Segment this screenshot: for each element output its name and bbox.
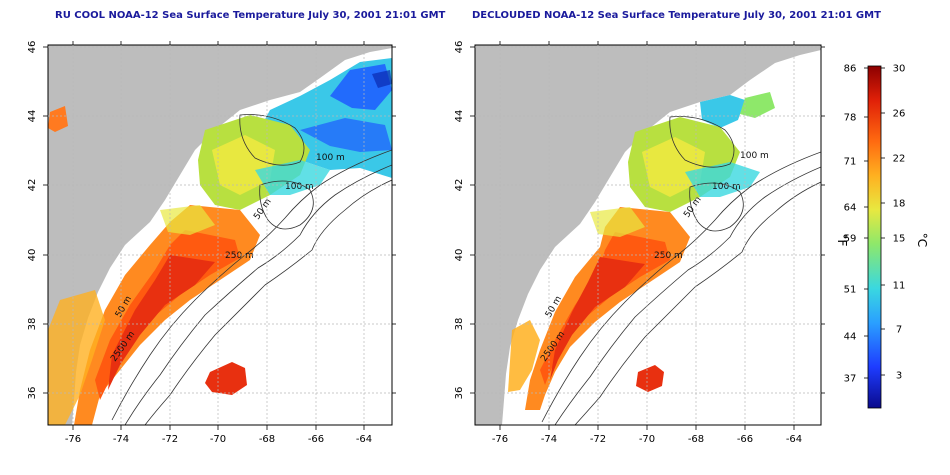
colorbar-tick-label-c: 18 <box>893 199 906 210</box>
grid-left <box>48 45 392 425</box>
colorbar-fahrenheit-label: °F <box>835 234 849 247</box>
sst-cool-region-right <box>700 95 745 128</box>
axes-right: -76 -74 -72 -70 -68 -66 -64 46 44 42 40 38 36 <box>454 41 825 445</box>
y-tick-label: 38 <box>454 318 465 331</box>
y-tick-label: 38 <box>27 318 38 331</box>
y-tick-label: 40 <box>454 249 465 262</box>
x-tick-label: -68 <box>688 434 704 445</box>
x-tick-label: -64 <box>356 434 372 445</box>
colorbar-gradient <box>867 65 882 409</box>
contour-label: 100 m <box>285 182 314 192</box>
x-tick-label: -72 <box>590 434 606 445</box>
y-tick-label: 44 <box>27 110 38 123</box>
colorbar-tick-label-c: 30 <box>893 64 906 75</box>
axes-left: -76 -74 -72 -70 -68 -66 -64 46 44 42 40 38 36 <box>27 41 396 445</box>
land-right <box>475 45 821 425</box>
y-tick-label: 42 <box>454 179 465 192</box>
x-tick-label: -68 <box>259 434 275 445</box>
panel-title-right: DECLOUDED NOAA-12 Sea Surface Temperatur… <box>472 10 881 21</box>
colorbar-tick-label-f: 64 <box>844 203 857 214</box>
colorbar-tick-label-c: 26 <box>893 109 906 120</box>
y-tick-label: 40 <box>27 249 38 262</box>
x-tick-label: -70 <box>639 434 655 445</box>
warm-eddy-left <box>205 362 247 395</box>
panel-title-left: RU COOL NOAA-12 Sea Surface Temperature … <box>55 10 446 21</box>
x-tick-label: -76 <box>492 434 508 445</box>
colorbar-tick-label-c: 3 <box>896 371 902 382</box>
grid-right <box>475 45 821 425</box>
colorbar-tick-label-f: 44 <box>844 332 857 343</box>
x-tick-label: -72 <box>162 434 178 445</box>
colorbar-tick-label-f: 78 <box>844 113 857 124</box>
x-tick-label: -64 <box>786 434 802 445</box>
x-tick-label: -66 <box>737 434 753 445</box>
land-left <box>48 45 392 425</box>
y-tick-label: 36 <box>454 387 465 400</box>
y-tick-label: 46 <box>454 41 465 54</box>
contour-label: 100 m <box>712 182 741 192</box>
contour-label: 100 m <box>316 153 345 163</box>
warm-eddy-right <box>636 365 664 392</box>
colorbar-tick-label-f: 71 <box>844 157 857 168</box>
colorbar-tick-label-f: 86 <box>844 64 857 75</box>
contour-label: 100 m <box>740 151 769 161</box>
colorbar-celsius-label: °C <box>915 233 929 247</box>
x-tick-label: -70 <box>210 434 226 445</box>
y-tick-label: 44 <box>454 110 465 123</box>
y-tick-label: 36 <box>27 387 38 400</box>
x-tick-label: -66 <box>308 434 324 445</box>
colorbar: 86 78 71 64 59 51 44 37 30 26 22 18 15 11 7 3 °F °C <box>835 64 929 409</box>
x-tick-label: -74 <box>113 434 129 445</box>
x-tick-label: -76 <box>65 434 81 445</box>
colorbar-tick-label-f: 37 <box>844 374 857 385</box>
map-panel-right: 100 m 100 m 50 m 250 m 50 m 2500 m <box>474 44 822 426</box>
colorbar-tick-label-f: 59 <box>844 234 857 245</box>
colorbar-tick-label-c: 7 <box>896 325 902 336</box>
colorbar-tick-label-c: 11 <box>893 281 906 292</box>
contour-label: 250 m <box>654 251 683 261</box>
map-panel-left: 100 m 100 m 50 m 250 m 50 m 2500 m <box>47 44 393 426</box>
colorbar-tick-label-c: 22 <box>893 154 906 165</box>
colorbar-tick-label-c: 15 <box>893 234 906 245</box>
x-tick-label: -74 <box>541 434 557 445</box>
colorbar-ticks: 86 78 71 64 59 51 44 37 30 26 22 18 15 11 7 3 <box>844 64 906 385</box>
y-tick-label: 46 <box>27 41 38 54</box>
y-tick-label: 42 <box>27 179 38 192</box>
contour-label: 250 m <box>225 251 254 261</box>
colorbar-tick-label-f: 51 <box>844 285 857 296</box>
